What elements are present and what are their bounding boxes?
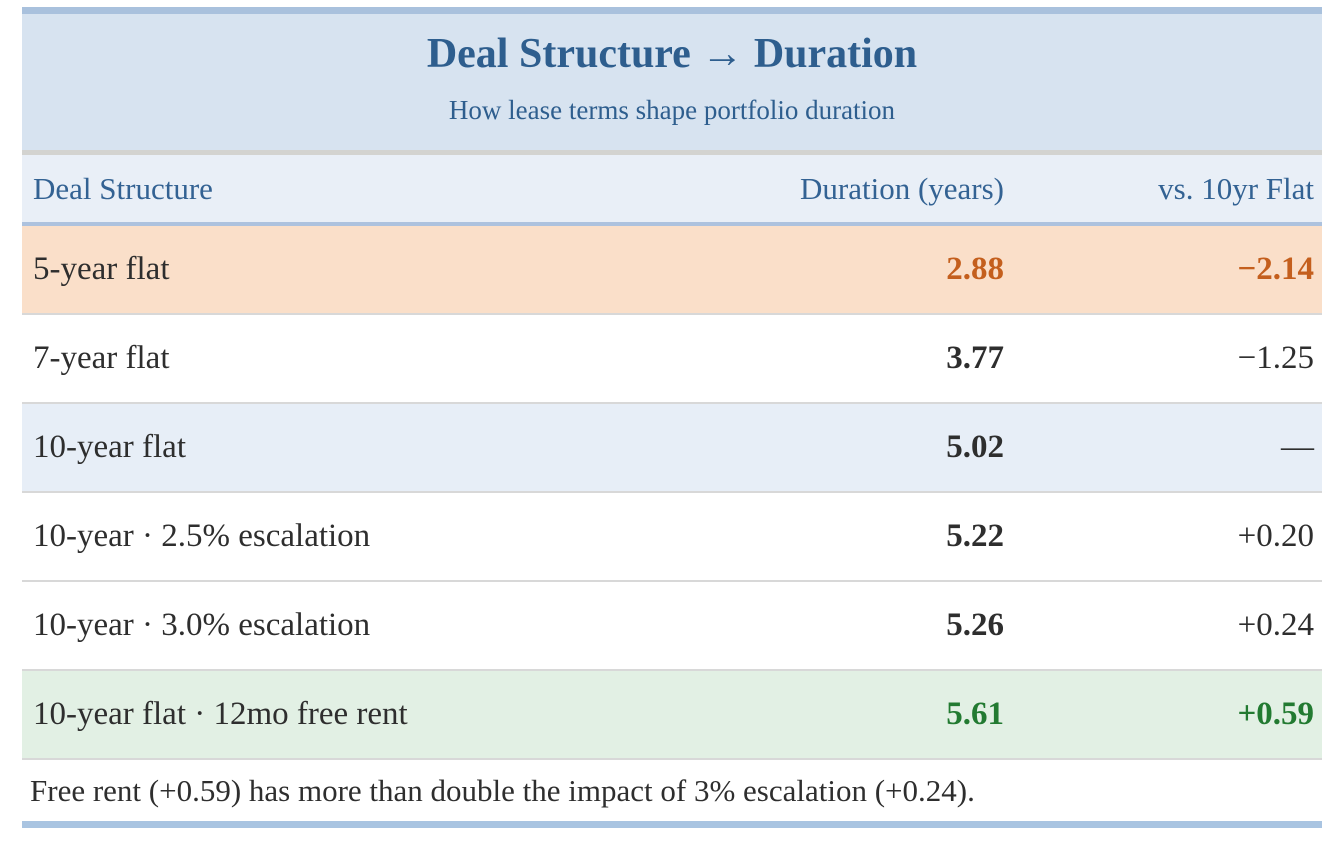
vs-baseline-value: — [1022, 402, 1322, 493]
row-label: 10-year flat [22, 402, 722, 493]
duration-value: 5.02 [722, 402, 1022, 493]
table-row-10yr-3-0pct-escalation: 10-year · 3.0% escalation 5.26 +0.24 [22, 580, 1322, 671]
row-label: 7-year flat [22, 313, 722, 404]
vs-baseline-value: +0.20 [1022, 491, 1322, 582]
row-label: 5-year flat [22, 223, 722, 315]
table-row-10yr-flat: 10-year flat 5.02 — [22, 402, 1322, 493]
duration-value: 3.77 [722, 313, 1022, 404]
top-accent-bar [22, 7, 1322, 14]
duration-value: 5.61 [722, 669, 1022, 760]
figure-subtitle: How lease terms shape portfolio duration [448, 95, 896, 126]
duration-value: 5.26 [722, 580, 1022, 671]
vs-baseline-value: −2.14 [1022, 223, 1322, 315]
duration-value: 2.88 [722, 223, 1022, 315]
table-header-row: Deal Structure Duration (years) vs. 10yr… [22, 154, 1322, 226]
table-row-10yr-2-5pct-escalation: 10-year · 2.5% escalation 5.22 +0.20 [22, 491, 1322, 582]
bottom-accent-bar [22, 820, 1322, 828]
duration-table: Deal Structure Duration (years) vs. 10yr… [22, 154, 1322, 760]
table-row-10yr-flat-12mo-free-rent: 10-year flat · 12mo free rent 5.61 +0.59 [22, 669, 1322, 760]
vs-baseline-value: +0.59 [1022, 669, 1322, 760]
vs-baseline-value: +0.24 [1022, 580, 1322, 671]
row-label: 10-year · 3.0% escalation [22, 580, 722, 671]
duration-value: 5.22 [722, 491, 1022, 582]
title-band: Deal Structure → Duration How lease term… [22, 14, 1322, 150]
duration-table-figure: Deal Structure → Duration How lease term… [22, 7, 1322, 828]
vs-baseline-value: −1.25 [1022, 313, 1322, 404]
footnote: Free rent (+0.59) has more than double t… [22, 759, 1322, 821]
column-header-deal-structure: Deal Structure [22, 154, 722, 226]
row-label: 10-year · 2.5% escalation [22, 491, 722, 582]
table-row-7yr-flat: 7-year flat 3.77 −1.25 [22, 313, 1322, 404]
figure-title: Deal Structure → Duration [426, 31, 918, 77]
column-header-vs-10yr-flat: vs. 10yr Flat [1022, 154, 1322, 226]
column-header-duration: Duration (years) [722, 154, 1022, 226]
row-label: 10-year flat · 12mo free rent [22, 669, 722, 760]
table-row-5yr-flat: 5-year flat 2.88 −2.14 [22, 223, 1322, 315]
title-separator [22, 149, 1322, 155]
